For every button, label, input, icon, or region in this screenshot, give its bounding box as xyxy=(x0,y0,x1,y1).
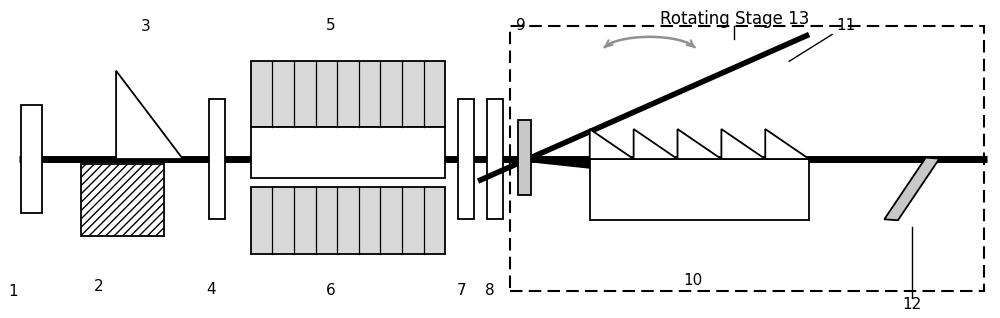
Bar xyxy=(487,99,503,219)
Bar xyxy=(518,120,531,195)
Text: 12: 12 xyxy=(902,296,921,312)
Bar xyxy=(590,159,809,220)
Text: 5: 5 xyxy=(326,17,335,32)
Bar xyxy=(251,61,445,128)
Bar xyxy=(510,26,984,291)
Text: 10: 10 xyxy=(683,273,702,288)
Polygon shape xyxy=(634,129,678,159)
Text: 4: 4 xyxy=(206,282,216,297)
Bar xyxy=(21,105,42,213)
Bar xyxy=(251,128,445,178)
Text: 9: 9 xyxy=(516,17,526,32)
Polygon shape xyxy=(721,129,765,159)
Text: 6: 6 xyxy=(326,283,335,298)
Polygon shape xyxy=(590,129,634,159)
Polygon shape xyxy=(116,71,183,159)
Text: 3: 3 xyxy=(141,19,151,34)
Bar xyxy=(884,158,939,220)
Text: Rotating Stage 13: Rotating Stage 13 xyxy=(660,10,809,28)
Text: 1: 1 xyxy=(9,284,18,299)
Text: 7: 7 xyxy=(456,283,466,298)
Text: 2: 2 xyxy=(94,279,104,294)
Polygon shape xyxy=(765,129,809,159)
Polygon shape xyxy=(678,129,721,159)
Text: 8: 8 xyxy=(485,283,495,298)
Text: 11: 11 xyxy=(836,17,856,32)
Bar xyxy=(209,99,225,219)
Bar xyxy=(458,99,474,219)
Bar xyxy=(81,164,164,236)
Bar xyxy=(251,187,445,253)
